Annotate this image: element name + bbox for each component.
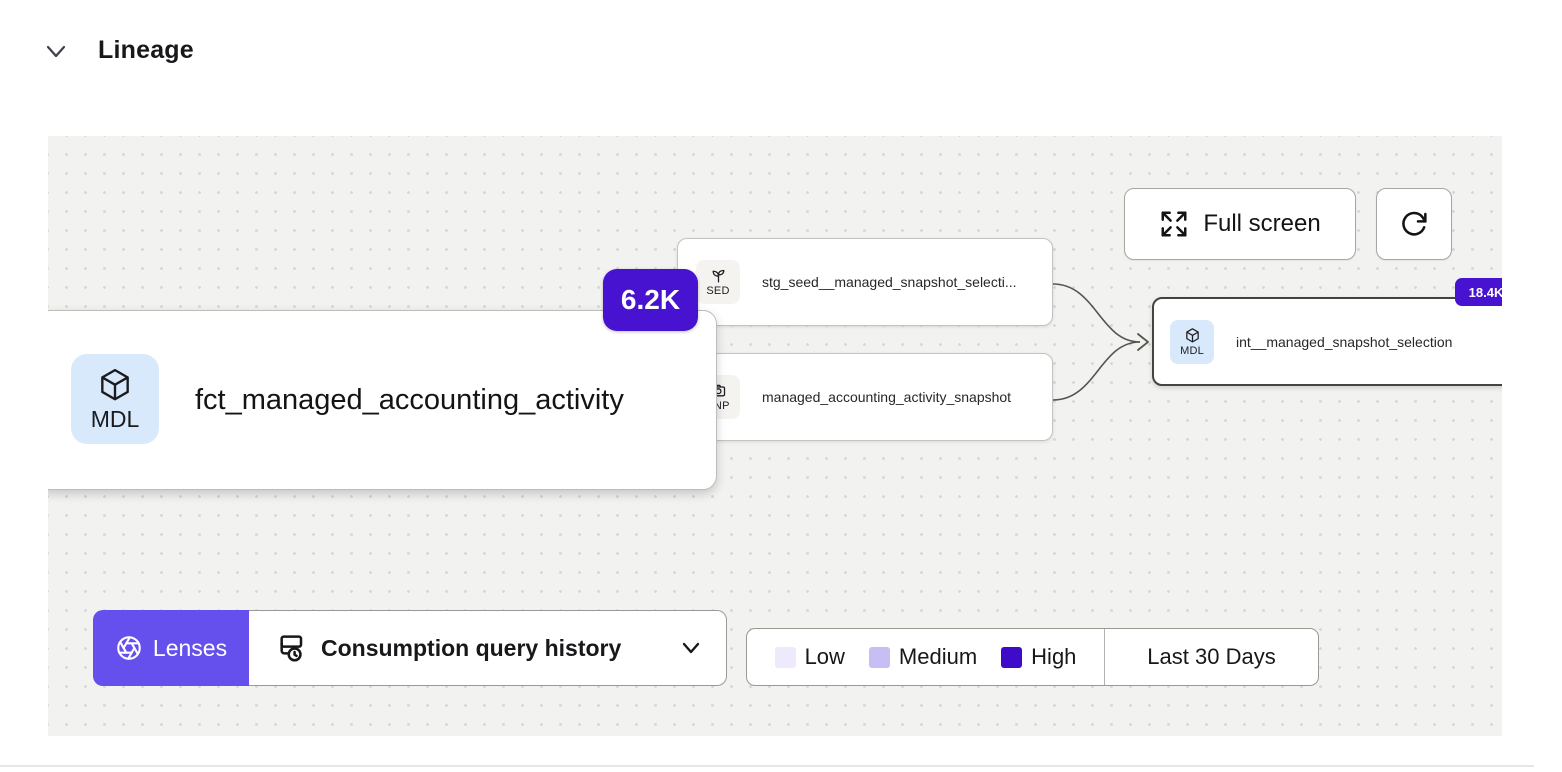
seed-type-badge: SED bbox=[696, 260, 740, 304]
edge-stg-to-int bbox=[1052, 283, 1141, 343]
lenses-control: Lenses Consumption query history bbox=[93, 610, 727, 686]
node-fct-managed-accounting-activity[interactable]: MDL fct_managed_accounting_activity bbox=[48, 310, 717, 490]
model-type-badge: MDL bbox=[1170, 319, 1214, 364]
lenses-button-label: Lenses bbox=[152, 634, 228, 661]
refresh-button[interactable] bbox=[1376, 188, 1452, 260]
query-count-badge: 18.4K bbox=[1455, 278, 1502, 306]
chevron-down-icon bbox=[680, 641, 702, 655]
node-type-label: MDL bbox=[90, 405, 140, 432]
node-type-label: SED bbox=[706, 285, 730, 297]
page-title: Lineage bbox=[98, 36, 194, 64]
legend-label: Low bbox=[804, 644, 845, 669]
node-title: int__managed_snapshot_selection bbox=[1236, 333, 1453, 350]
model-type-badge: MDL bbox=[71, 354, 159, 444]
selected-lens-label: Consumption query history bbox=[321, 634, 622, 661]
node-stg-seed-managed-snapshot-selection[interactable]: SED stg_seed__managed_snapshot_selecti..… bbox=[677, 238, 1053, 326]
edge-arrowhead-icon bbox=[1137, 333, 1149, 351]
legend-label: High bbox=[1031, 644, 1077, 669]
low-swatch bbox=[774, 646, 796, 668]
cube-icon bbox=[1184, 327, 1201, 344]
legend-range-label: Last 30 Days bbox=[1147, 644, 1276, 669]
aperture-icon bbox=[115, 634, 143, 662]
node-type-label: MDL bbox=[1180, 344, 1204, 357]
high-swatch bbox=[1001, 646, 1023, 668]
node-int-managed-snapshot-selection[interactable]: MDL int__managed_snapshot_selection bbox=[1152, 297, 1502, 386]
usage-legend: Low Medium High Last 30 Days bbox=[746, 628, 1319, 686]
query-history-icon bbox=[273, 632, 305, 664]
lineage-header: Lineage bbox=[0, 0, 1562, 100]
lineage-canvas[interactable]: SNP managed_accounting_activity_snapshot… bbox=[48, 136, 1502, 736]
legend-label: Medium bbox=[898, 644, 978, 669]
fullscreen-button[interactable]: Full screen bbox=[1124, 188, 1356, 260]
query-count-badge: 6.2K bbox=[603, 269, 698, 331]
seed-icon bbox=[710, 267, 727, 284]
legend-item-high: High bbox=[1001, 644, 1076, 670]
refresh-icon bbox=[1398, 208, 1430, 240]
legend-item-low: Low bbox=[774, 644, 845, 670]
node-title: fct_managed_accounting_activity bbox=[195, 383, 624, 416]
node-title: managed_accounting_activity_snapshot bbox=[762, 389, 1012, 405]
node-managed-accounting-activity-snapshot[interactable]: SNP managed_accounting_activity_snapshot bbox=[677, 353, 1053, 441]
legend-scale: Low Medium High bbox=[747, 629, 1105, 685]
expand-arrows-icon bbox=[1159, 209, 1189, 239]
chevron-down-icon bbox=[44, 44, 68, 60]
medium-swatch bbox=[868, 646, 890, 668]
section-collapse-button[interactable] bbox=[42, 40, 70, 64]
edge-snp-to-int bbox=[1052, 341, 1141, 401]
cube-icon bbox=[96, 366, 134, 404]
bottom-divider bbox=[0, 765, 1534, 767]
node-title: stg_seed__managed_snapshot_selecti... bbox=[762, 274, 1017, 290]
lenses-button[interactable]: Lenses bbox=[93, 610, 249, 686]
lens-select-dropdown[interactable]: Consumption query history bbox=[249, 610, 727, 686]
legend-item-medium: Medium bbox=[868, 644, 978, 670]
fullscreen-button-label: Full screen bbox=[1203, 210, 1321, 237]
